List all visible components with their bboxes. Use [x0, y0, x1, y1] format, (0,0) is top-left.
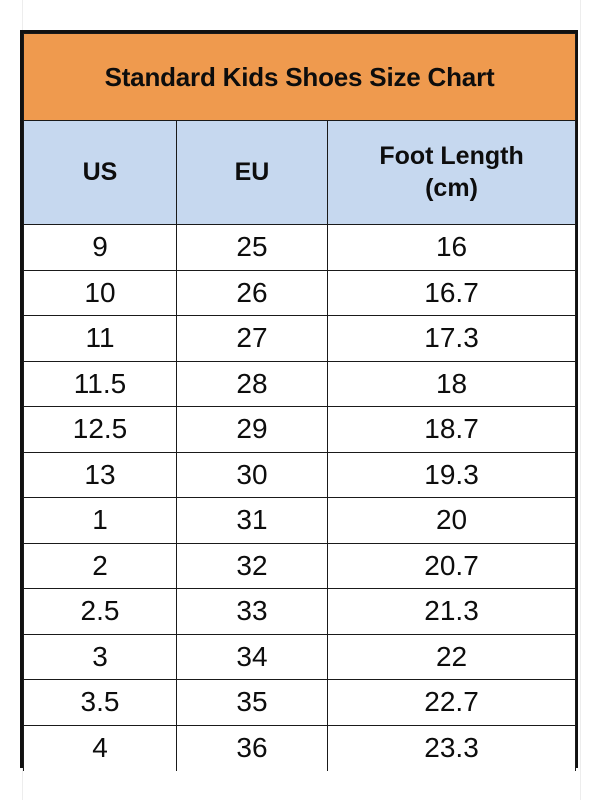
cell-eu: 34	[176, 633, 328, 680]
cell-us: 3.5	[23, 679, 177, 726]
cell-foot-length: 18	[326, 360, 577, 407]
cell-us: 3	[23, 633, 177, 680]
cell-eu: 32	[176, 542, 328, 589]
cell-us: 4	[23, 724, 177, 771]
cell-foot-length: 19.3	[326, 451, 577, 498]
table-row: 10 26 16.7	[23, 269, 577, 316]
cell-foot-length: 22	[326, 633, 577, 680]
cell-eu: 36	[176, 724, 328, 771]
cell-foot-length: 17.3	[326, 315, 577, 362]
cell-foot-length: 16	[326, 224, 577, 271]
cell-eu: 28	[176, 360, 328, 407]
cell-eu: 25	[176, 224, 328, 271]
table-row: 2 32 20.7	[23, 542, 577, 589]
cell-eu: 31	[176, 497, 328, 544]
cell-eu: 29	[176, 406, 328, 453]
cell-us: 9	[23, 224, 177, 271]
size-chart-table: Standard Kids Shoes Size Chart US EU Foo…	[22, 33, 577, 771]
cell-eu: 26	[176, 269, 328, 316]
table-row: 2.5 33 21.3	[23, 588, 577, 635]
table-row: 12.5 29 18.7	[23, 406, 577, 453]
table-row: 3.5 35 22.7	[23, 679, 577, 726]
cell-foot-length: 21.3	[326, 588, 577, 635]
cell-us: 2.5	[23, 588, 177, 635]
chart-title-row: Standard Kids Shoes Size Chart	[22, 33, 577, 121]
table-row: 1 31 20	[23, 497, 577, 544]
cell-us: 2	[23, 542, 177, 589]
column-header-foot-length: Foot Length (cm)	[326, 120, 577, 225]
cell-foot-length: 20	[326, 497, 577, 544]
size-chart-body: 9 25 16 10 26 16.7 11 27 17.3 11.5 28 18…	[23, 224, 577, 771]
cell-eu: 35	[176, 679, 328, 726]
table-row: 3 34 22	[23, 633, 577, 680]
cell-us: 1	[23, 497, 177, 544]
chart-title: Standard Kids Shoes Size Chart	[22, 33, 577, 121]
sheet-gridline-right	[580, 0, 581, 800]
column-header-us-label: US	[82, 157, 118, 186]
table-row: 11 27 17.3	[23, 315, 577, 362]
cell-us: 10	[23, 269, 177, 316]
cell-us: 11.5	[23, 360, 177, 407]
column-header-us: US	[23, 120, 177, 225]
column-header-eu-label: EU	[234, 157, 270, 186]
column-header-foot-length-unit: (cm)	[425, 173, 478, 202]
cell-eu: 30	[176, 451, 328, 498]
table-row: 4 36 23.3	[23, 724, 577, 771]
cell-us: 11	[23, 315, 177, 362]
cell-us: 12.5	[23, 406, 177, 453]
cell-foot-length: 23.3	[326, 724, 577, 771]
size-chart-container: Standard Kids Shoes Size Chart US EU Foo…	[20, 30, 578, 771]
table-row: 11.5 28 18	[23, 360, 577, 407]
cell-foot-length: 16.7	[326, 269, 577, 316]
cell-eu: 27	[176, 315, 328, 362]
table-row: 13 30 19.3	[23, 451, 577, 498]
cell-eu: 33	[176, 588, 328, 635]
table-row: 9 25 16	[23, 224, 577, 271]
cell-us: 13	[23, 451, 177, 498]
cell-foot-length: 18.7	[326, 406, 577, 453]
column-header-foot-length-label: Foot Length	[379, 142, 524, 171]
column-header-eu: EU	[176, 120, 328, 225]
column-header-row: US EU Foot Length (cm)	[23, 120, 577, 225]
cell-foot-length: 22.7	[326, 679, 577, 726]
cell-foot-length: 20.7	[326, 542, 577, 589]
